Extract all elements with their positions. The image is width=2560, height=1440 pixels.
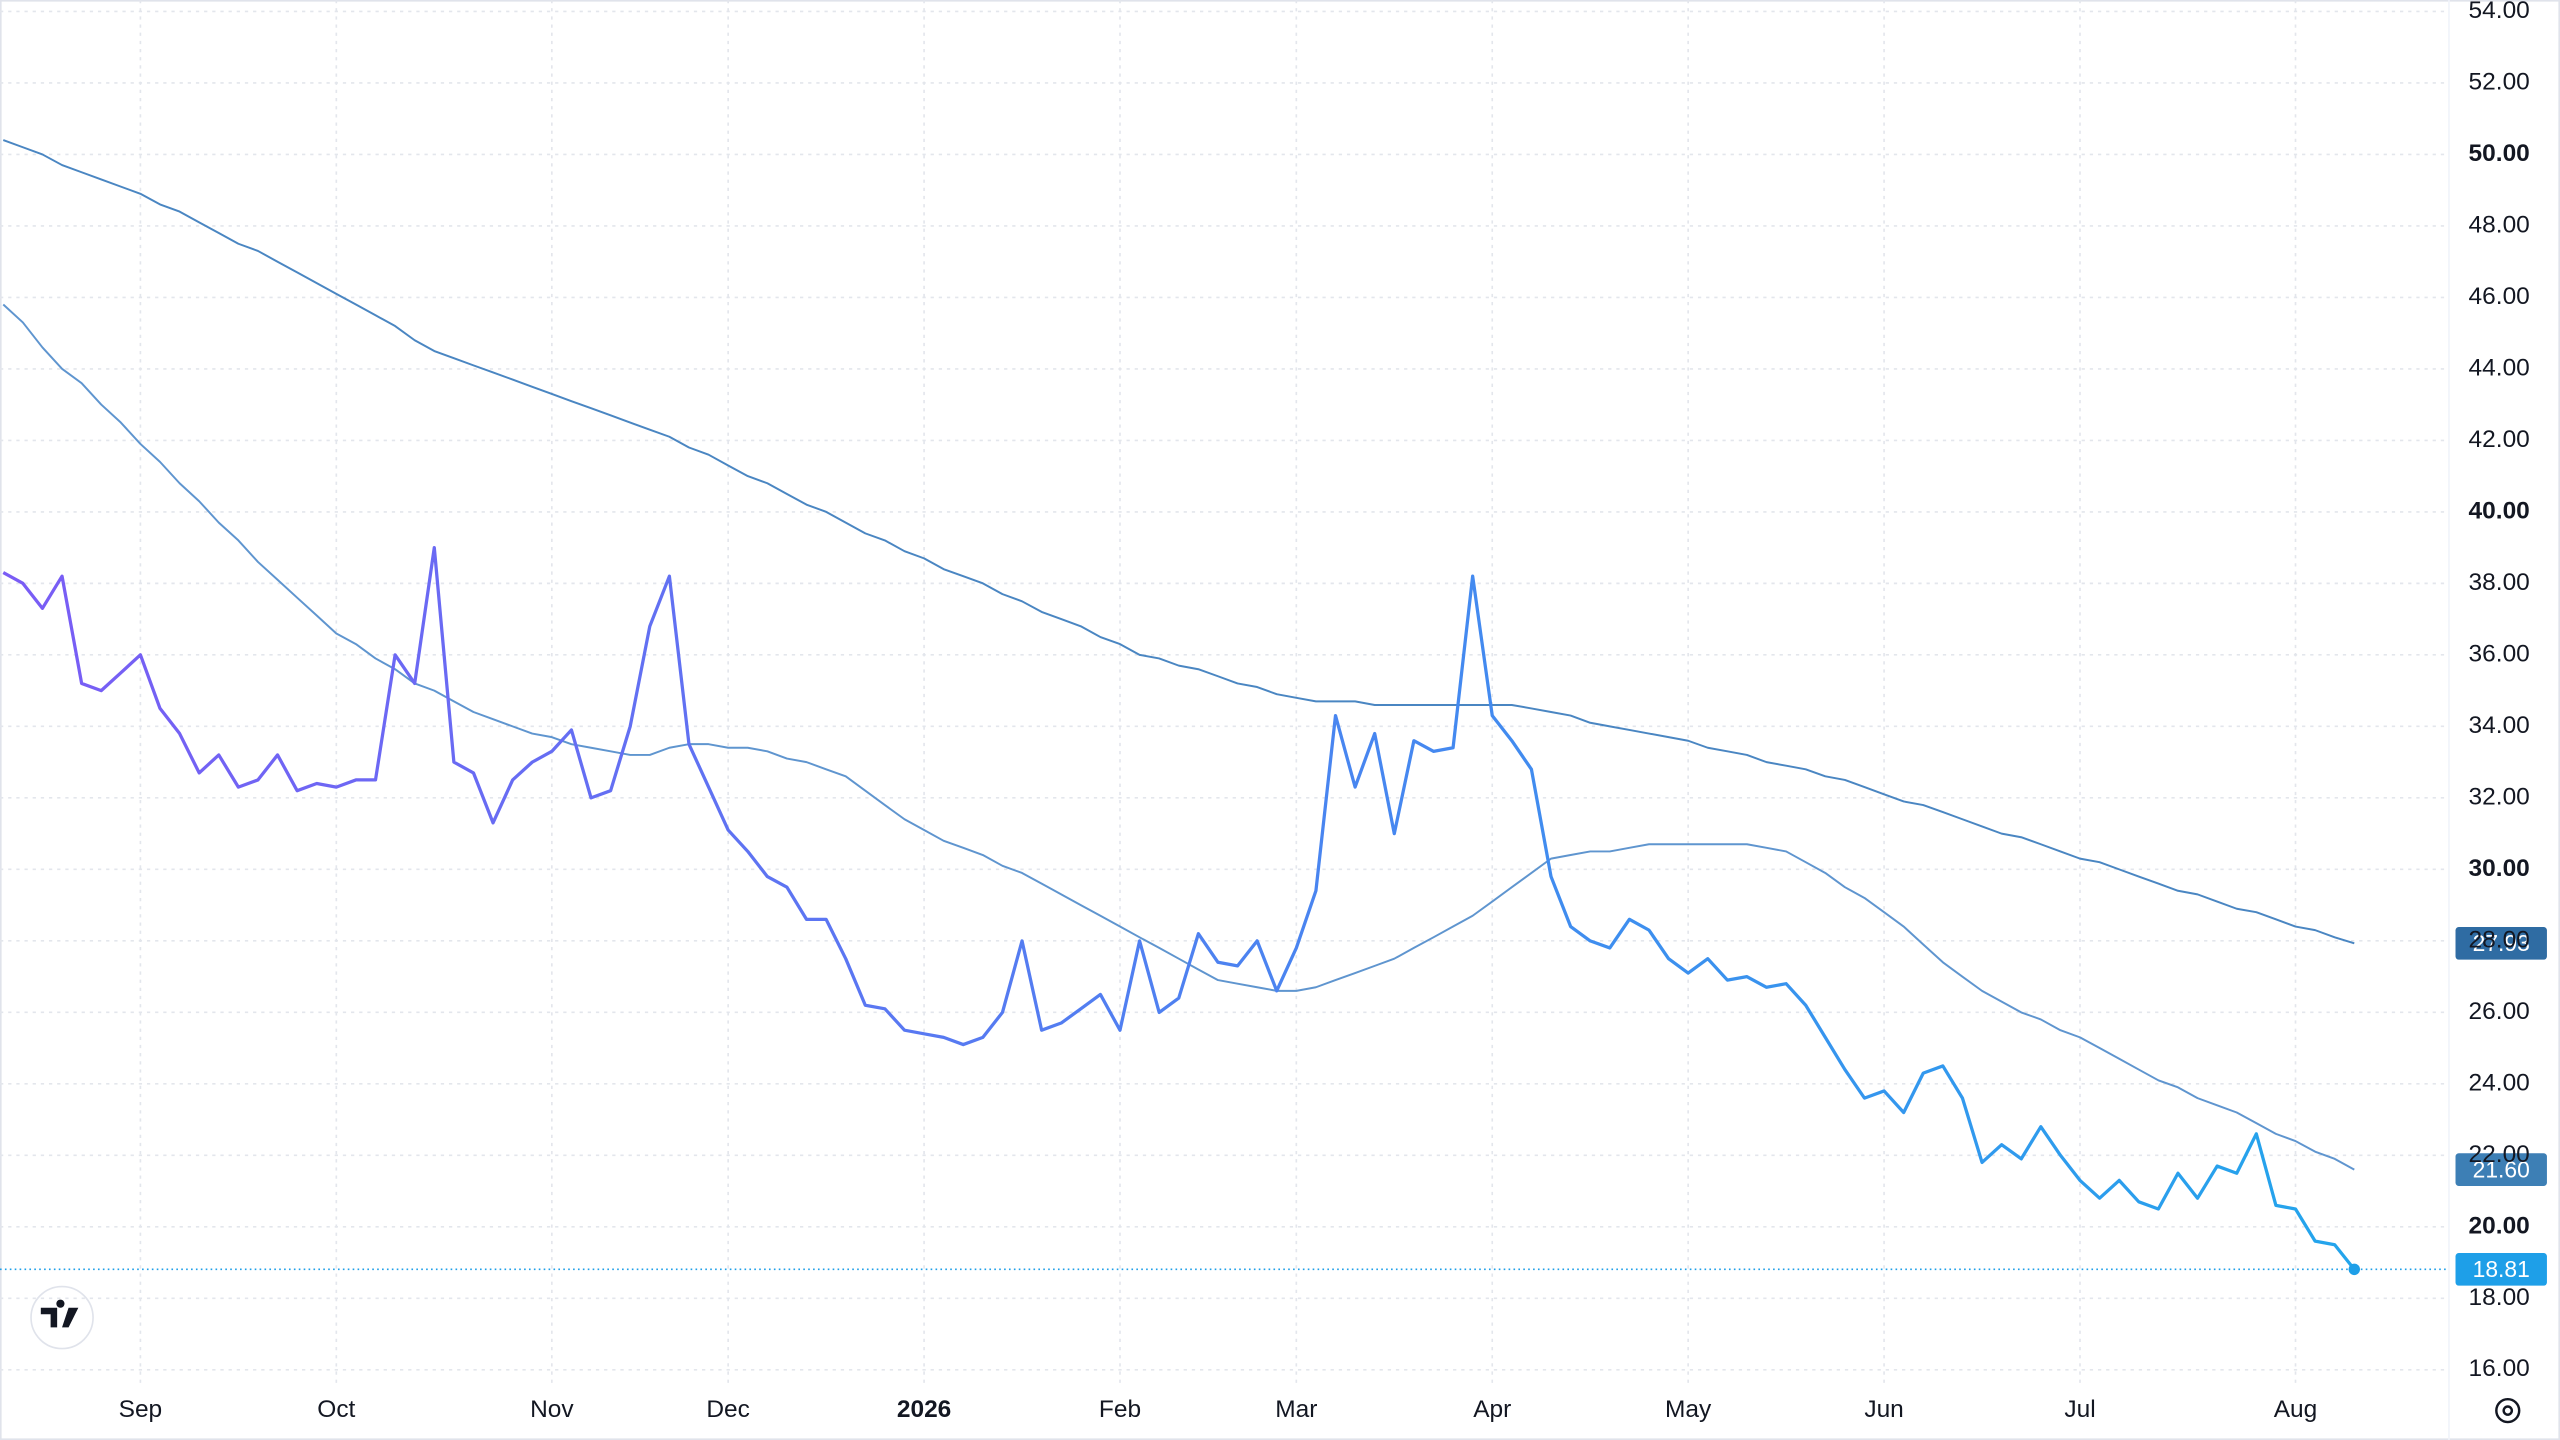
y-tick-label: 34.00 bbox=[2469, 712, 2530, 739]
y-tick-label: 32.00 bbox=[2469, 783, 2530, 810]
y-tick-label: 26.00 bbox=[2469, 998, 2530, 1025]
y-tick-label: 42.00 bbox=[2469, 426, 2530, 453]
moving-average-line bbox=[2, 139, 2355, 945]
price-line bbox=[2, 545, 2356, 1271]
y-tick-label: 36.00 bbox=[2469, 640, 2530, 667]
end-label-box bbox=[2455, 1253, 2547, 1286]
x-tick-label: Nov bbox=[530, 1396, 574, 1423]
end-label: 18.81 bbox=[2473, 1256, 2530, 1282]
end-label-box bbox=[2455, 1153, 2547, 1186]
end-label: 27.93 bbox=[2473, 930, 2530, 956]
x-tick-label: 2026 bbox=[897, 1396, 951, 1423]
settings-icon[interactable] bbox=[2495, 1397, 2521, 1424]
x-tick-label: Oct bbox=[317, 1396, 355, 1423]
x-tick-label: Jun bbox=[1864, 1396, 1903, 1423]
lines bbox=[2, 139, 2360, 1276]
end-label: 21.60 bbox=[2473, 1156, 2530, 1182]
y-tick-label: 18.00 bbox=[2469, 1284, 2530, 1311]
x-tick-label: Sep bbox=[119, 1396, 163, 1423]
x-tick-label: Dec bbox=[706, 1396, 750, 1423]
x-tick-label: Jul bbox=[2064, 1396, 2095, 1423]
y-tick-label: 50.00 bbox=[2469, 140, 2530, 167]
y-tick-label: 24.00 bbox=[2469, 1069, 2530, 1096]
x-tick-label: Feb bbox=[1099, 1396, 1141, 1423]
tv-logo bbox=[30, 1285, 94, 1350]
moving-average-line bbox=[2, 303, 2355, 1171]
labels: 27.93 21.60 18.81 bbox=[2455, 927, 2547, 1286]
y-tick-label: 38.00 bbox=[2469, 569, 2530, 596]
y-tick-label: 20.00 bbox=[2469, 1212, 2530, 1239]
end-label-box bbox=[2455, 927, 2547, 960]
y-tick-label: 52.00 bbox=[2469, 68, 2530, 95]
y-tick-label: 40.00 bbox=[2469, 497, 2530, 524]
x-tick-label: May bbox=[1665, 1396, 1712, 1423]
y-tick-label: 46.00 bbox=[2469, 283, 2530, 310]
x-tick-label: Apr bbox=[1473, 1396, 1511, 1423]
y-tick-label: 48.00 bbox=[2469, 211, 2530, 238]
last-price-dot bbox=[2348, 1263, 2360, 1276]
x-tick-label: Aug bbox=[2274, 1396, 2318, 1423]
x-tick-label: Mar bbox=[1275, 1396, 1317, 1423]
y-tick-label: 54.00 bbox=[2469, 0, 2530, 24]
y-tick-label: 22.00 bbox=[2469, 1141, 2530, 1168]
y-tick-label: 44.00 bbox=[2469, 354, 2530, 381]
y-tick-label: 28.00 bbox=[2469, 926, 2530, 953]
y-tick-label: 16.00 bbox=[2469, 1355, 2530, 1382]
y-tick-label: 30.00 bbox=[2469, 855, 2530, 882]
